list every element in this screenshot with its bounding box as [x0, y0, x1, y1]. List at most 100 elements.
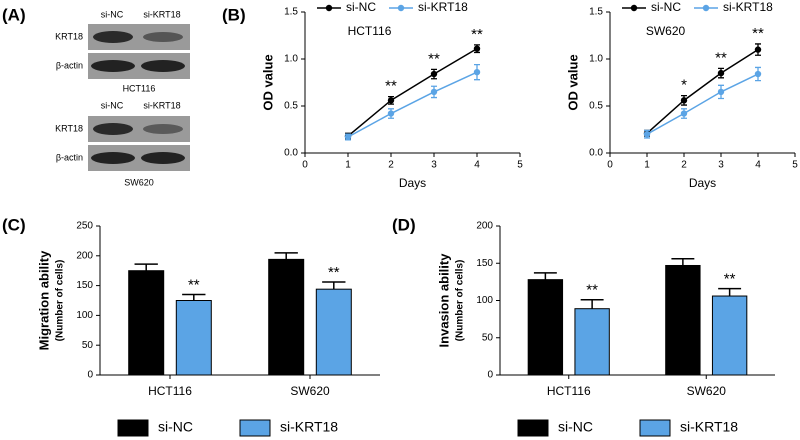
- y-tick-label: 250: [76, 221, 93, 232]
- significance: **: [328, 264, 340, 281]
- y-tick-label: 150: [76, 280, 93, 291]
- x-tick-label: 4: [755, 160, 761, 171]
- x-tick-label: 1: [345, 160, 351, 171]
- legend-swatch: [517, 419, 549, 437]
- y-axis-label: OD value: [260, 54, 275, 110]
- bar: [315, 288, 352, 376]
- blot-row: β-actin: [56, 60, 83, 70]
- y-tick-label: 1.5: [284, 7, 298, 18]
- y-tick-label: 0.5: [589, 101, 603, 112]
- legend-label: si-KRT18: [723, 0, 773, 14]
- error-bar: [274, 252, 298, 260]
- legend-swatch: [639, 419, 671, 437]
- x-tick-label: SW620: [687, 384, 727, 398]
- x-tick-label: 3: [431, 160, 437, 171]
- significance: *: [681, 77, 687, 94]
- y-tick-label: 0: [487, 370, 493, 381]
- y-tick-label: 200: [476, 221, 493, 232]
- panel-label: (D): [392, 215, 416, 234]
- y-axis-label: OD value: [565, 54, 580, 110]
- blot-row: KRT18: [55, 31, 83, 41]
- y-tick-label: 1.0: [589, 54, 603, 65]
- y-tick-label: 1.0: [284, 54, 298, 65]
- legend-label: si-NC: [651, 0, 681, 14]
- bar: [665, 264, 701, 376]
- blot-panel: si-NC si-KRT18 KRT18 β-actin SW620: [55, 100, 190, 187]
- bar: [268, 258, 305, 376]
- y-tick-label: 200: [76, 250, 93, 261]
- panel-label: (A): [2, 5, 26, 24]
- legend-label: si-KRT18: [280, 419, 338, 435]
- point: [754, 46, 762, 53]
- band: [93, 123, 133, 135]
- line: [347, 48, 478, 137]
- point: [430, 70, 438, 78]
- y-tick-label: 0: [87, 370, 93, 381]
- legend-swatch: [117, 419, 149, 437]
- band: [91, 152, 135, 164]
- point: [717, 88, 725, 96]
- band: [143, 32, 183, 42]
- y-tick-label: 1.5: [589, 7, 603, 18]
- line: [646, 48, 759, 134]
- legend-marker: [397, 4, 405, 12]
- bar: [175, 300, 212, 376]
- legend-marker: [630, 4, 638, 12]
- error-bar: [182, 293, 206, 301]
- line: [646, 73, 759, 135]
- blot-cell-line: SW620: [124, 177, 154, 187]
- significance: **: [385, 78, 397, 95]
- band: [91, 60, 135, 72]
- panel-label: (B): [222, 5, 246, 24]
- y-tick-label: 0.0: [284, 148, 298, 159]
- blot-row: β-actin: [56, 152, 83, 162]
- legend-label: si-NC: [158, 419, 193, 435]
- legend-marker: [325, 4, 333, 12]
- point: [344, 133, 352, 141]
- point: [387, 97, 395, 104]
- significance: **: [188, 277, 200, 294]
- x-tick-label: HCT116: [148, 384, 192, 398]
- band: [141, 152, 185, 164]
- blot-row: KRT18: [55, 123, 83, 133]
- legend-label: si-NC: [558, 419, 593, 435]
- point: [473, 68, 481, 76]
- significance: **: [724, 271, 736, 288]
- band: [141, 60, 185, 72]
- band: [143, 124, 183, 134]
- blot-column: si-NC: [101, 100, 124, 110]
- y-tick-label: 100: [76, 310, 93, 321]
- point: [680, 97, 688, 104]
- band: [93, 31, 133, 43]
- error-bar: [322, 281, 346, 290]
- panel-label: (C): [2, 215, 26, 234]
- point: [473, 45, 481, 52]
- y-axis-label: Invasion ability: [436, 253, 451, 348]
- blot-column: si-KRT18: [143, 9, 180, 19]
- x-axis-label: Days: [399, 176, 426, 190]
- point: [754, 70, 762, 78]
- error-bar: [718, 287, 742, 297]
- x-tick-label: SW620: [290, 384, 330, 398]
- legend-label: si-NC: [346, 0, 376, 14]
- significance: **: [715, 49, 727, 66]
- point: [430, 88, 438, 96]
- chart-title: SW620: [646, 24, 686, 38]
- x-tick-label: HCT116: [547, 384, 591, 398]
- point: [643, 131, 651, 138]
- x-axis-label: Days: [689, 176, 716, 190]
- x-tick-label: 3: [718, 160, 724, 171]
- y-tick-label: 100: [476, 295, 493, 306]
- legend-swatch: [239, 419, 271, 437]
- significance: **: [586, 282, 598, 299]
- blot-panel: si-NC si-KRT18 KRT18 β-actin HCT116: [55, 9, 190, 93]
- point: [680, 110, 688, 117]
- x-tick-label: 4: [474, 160, 480, 171]
- bar: [128, 270, 165, 376]
- legend-label: si-KRT18: [680, 419, 738, 435]
- x-tick-label: 2: [681, 160, 687, 171]
- error-bar: [134, 263, 158, 271]
- significance: **: [752, 25, 764, 42]
- blot-column: si-KRT18: [143, 100, 180, 110]
